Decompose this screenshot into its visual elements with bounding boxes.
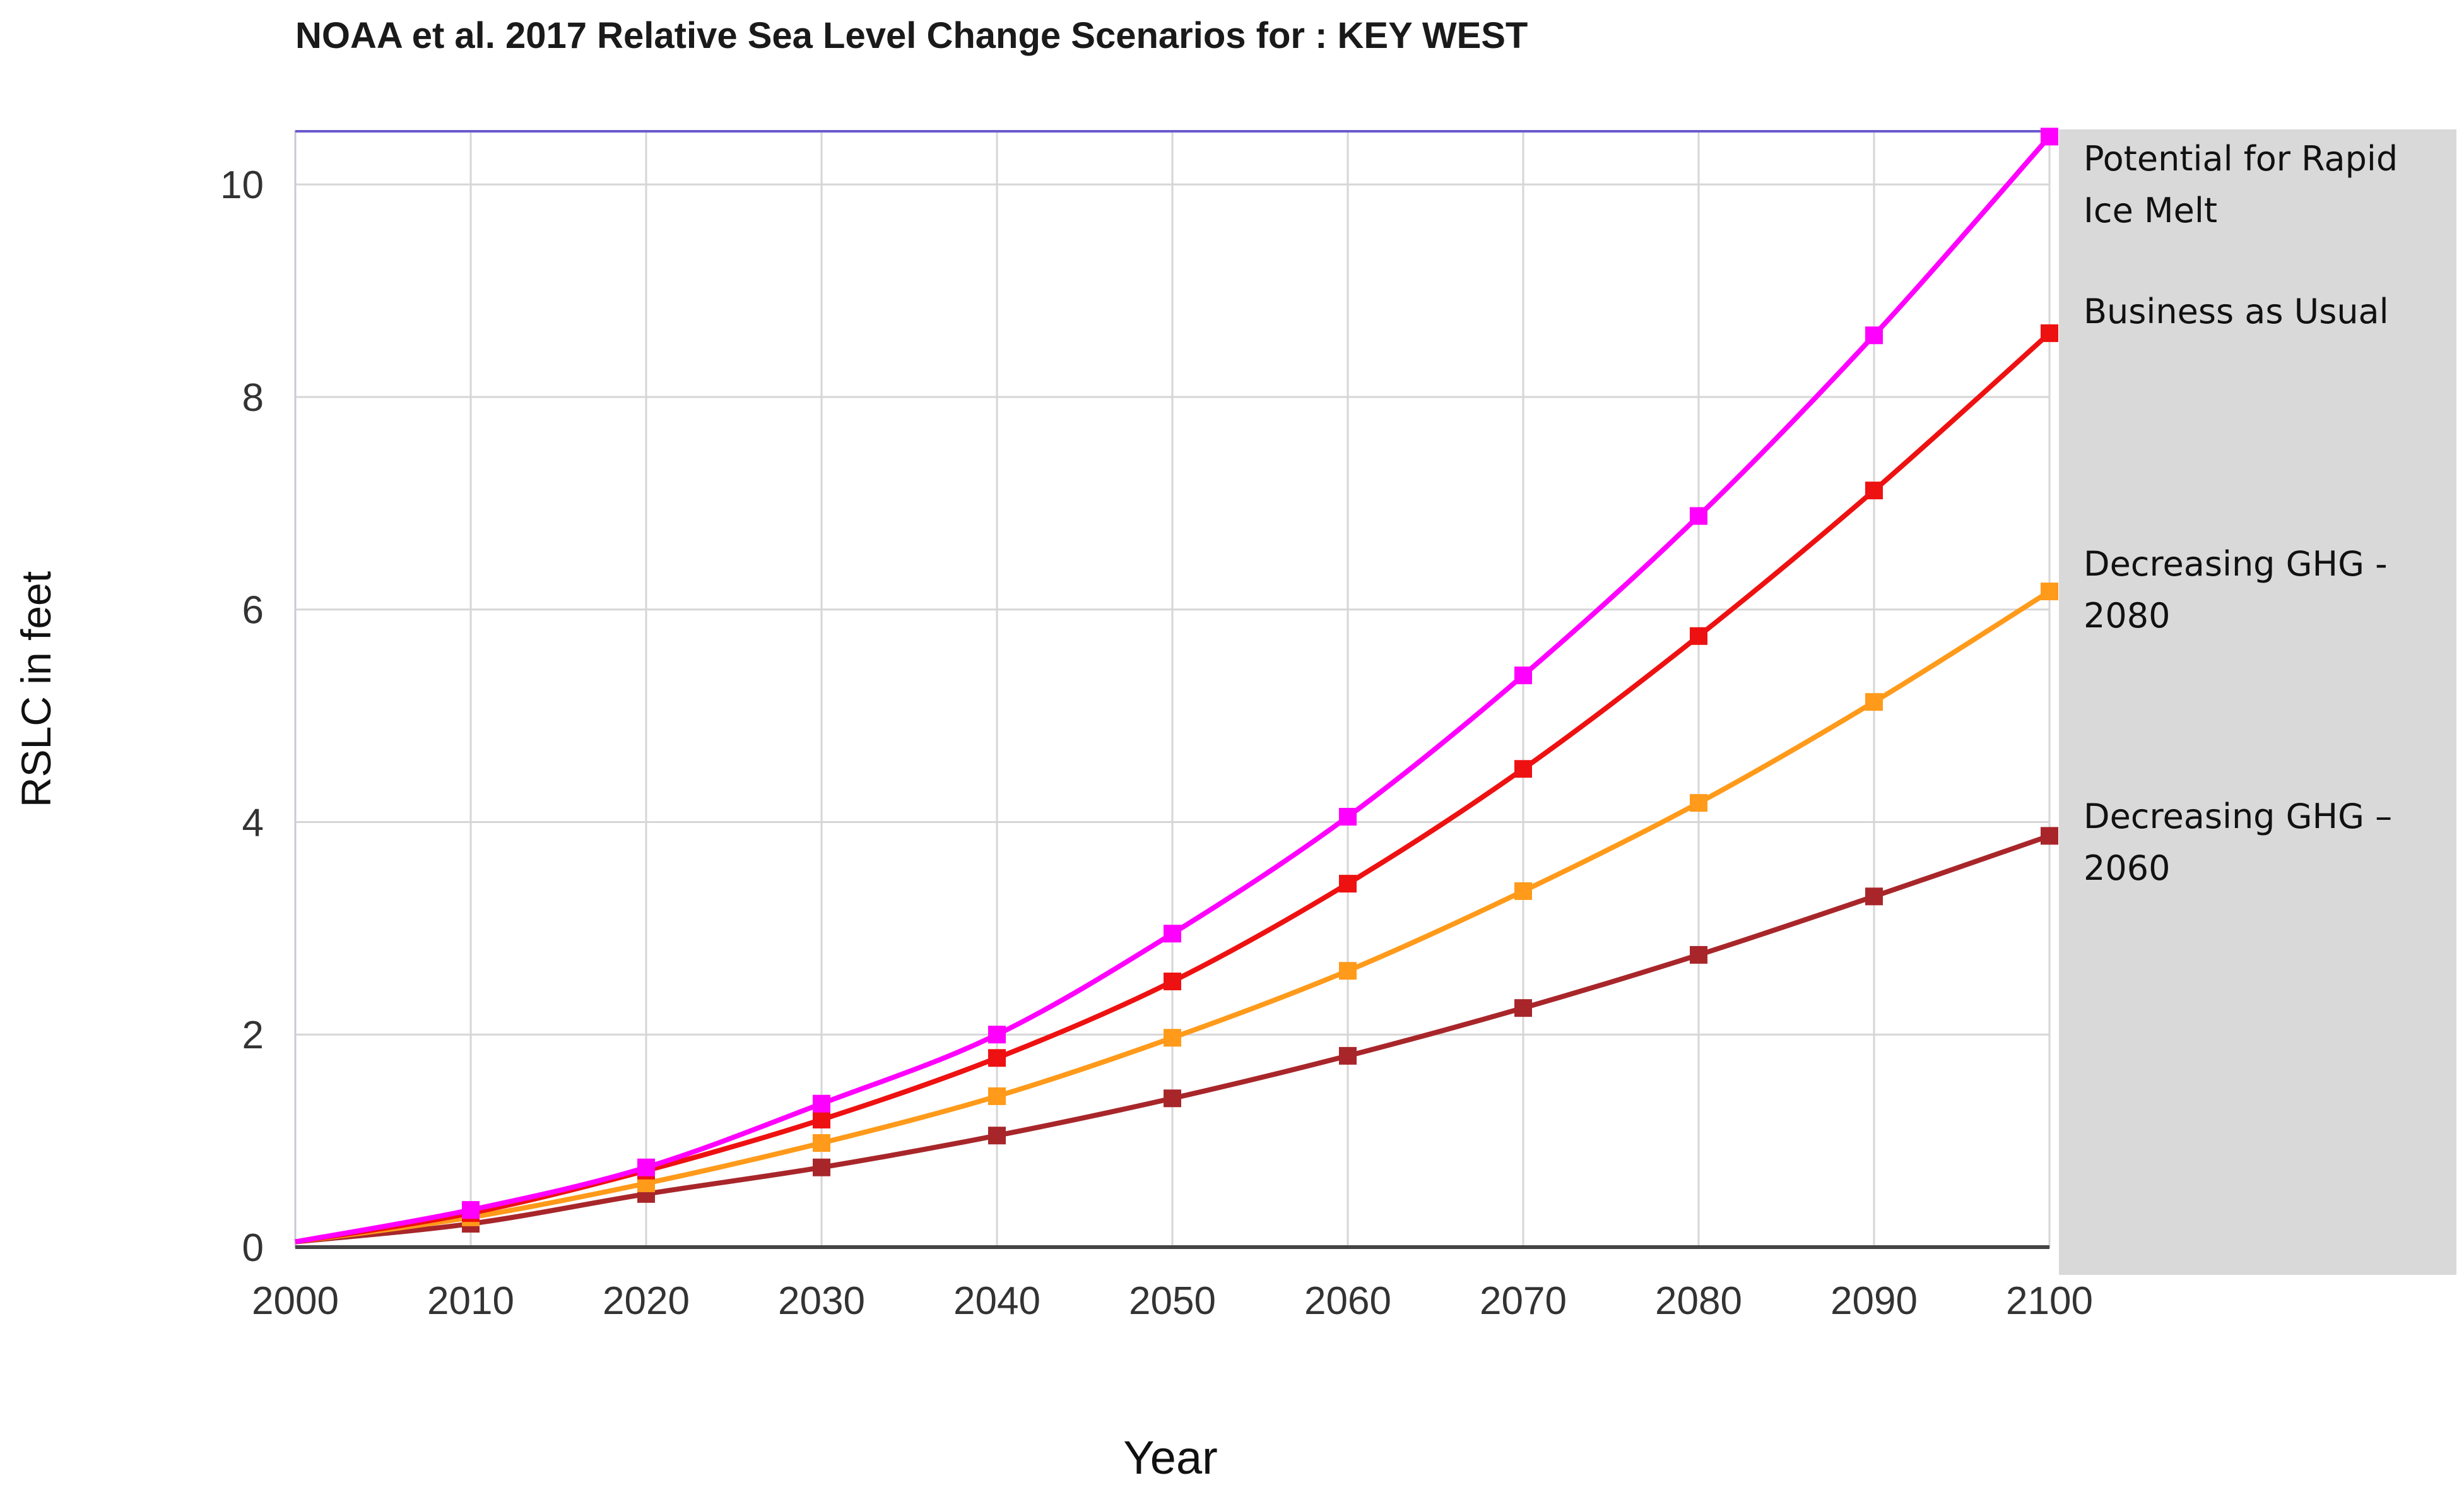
data-point: [1164, 973, 1181, 991]
data-point: [1690, 627, 1707, 645]
legend-label: Business as Usual: [2084, 292, 2389, 331]
x-tick-label: 2030: [778, 1279, 865, 1323]
data-point: [2041, 827, 2058, 845]
x-tick-label: 2080: [1655, 1279, 1742, 1323]
x-axis-label: Year: [1123, 1431, 1218, 1484]
series-line: [295, 134, 2051, 1245]
series-layer: [295, 127, 2058, 1245]
data-point: [1339, 808, 1357, 826]
legend: Potential for Rapid Ice Melt Business as U…: [2084, 139, 2398, 888]
y-tick-label: 6: [242, 589, 264, 632]
y-tick-label: 0: [242, 1226, 264, 1270]
data-point: [1865, 693, 1883, 711]
x-tick-label: 2070: [1480, 1279, 1567, 1323]
x-tick-label: 2090: [1830, 1279, 1918, 1323]
x-tick-label: 2010: [427, 1279, 514, 1323]
data-point: [1164, 1089, 1181, 1108]
data-point: [1690, 794, 1707, 812]
x-tick-label: 2100: [2006, 1279, 2093, 1323]
data-point: [988, 1087, 1006, 1105]
legend-label: Decreasing GHG –2060: [2084, 796, 2392, 888]
legend-label: Potential for Rapid Ice Melt: [2084, 139, 2398, 230]
legend-panel: [2059, 129, 2456, 1275]
data-point: [813, 1134, 830, 1152]
data-point: [1514, 760, 1532, 778]
data-point: [813, 1110, 830, 1128]
data-point: [1690, 945, 1707, 964]
x-tick-label: 2040: [953, 1279, 1040, 1323]
data-point: [1690, 507, 1707, 525]
legend-label: Decreasing GHG -2080: [2084, 544, 2388, 636]
y-tick-label: 8: [242, 376, 264, 420]
y-tick-label: 10: [220, 163, 264, 207]
x-tick-label: 2060: [1304, 1279, 1391, 1323]
data-point: [1865, 326, 1883, 345]
data-point: [2041, 127, 2058, 146]
x-tick-label: 2020: [603, 1279, 690, 1323]
data-point: [988, 1026, 1006, 1044]
data-point: [813, 1158, 830, 1176]
data-point: [988, 1127, 1006, 1145]
series-line: [295, 589, 2051, 1245]
y-axis-label: RSLC in feet: [13, 571, 59, 807]
data-point: [2041, 583, 2058, 601]
data-point: [462, 1201, 480, 1219]
data-point: [988, 1049, 1006, 1067]
y-tick-label: 2: [242, 1014, 264, 1057]
x-tick-label: 2050: [1129, 1279, 1216, 1323]
y-tick-label: 4: [242, 801, 264, 844]
chart-title: NOAA et al. 2017 Relative Sea Level Chan…: [295, 15, 1528, 56]
data-point: [1164, 925, 1181, 943]
data-point: [1514, 999, 1532, 1017]
data-point: [1339, 962, 1357, 980]
data-point: [1339, 1046, 1357, 1065]
data-point: [1164, 1029, 1181, 1047]
data-point: [1339, 875, 1357, 893]
data-point: [2041, 324, 2058, 342]
tick-labels: 2000 2010 2020 2030 2040 2050 2060 2070 2080 2090…: [220, 163, 2093, 1323]
data-point: [1514, 882, 1532, 900]
x-tick-label: 2000: [252, 1279, 339, 1323]
data-point: [1865, 887, 1883, 906]
data-point: [813, 1094, 830, 1113]
data-point: [1514, 666, 1532, 685]
data-point: [637, 1158, 655, 1176]
data-point: [1865, 482, 1883, 500]
